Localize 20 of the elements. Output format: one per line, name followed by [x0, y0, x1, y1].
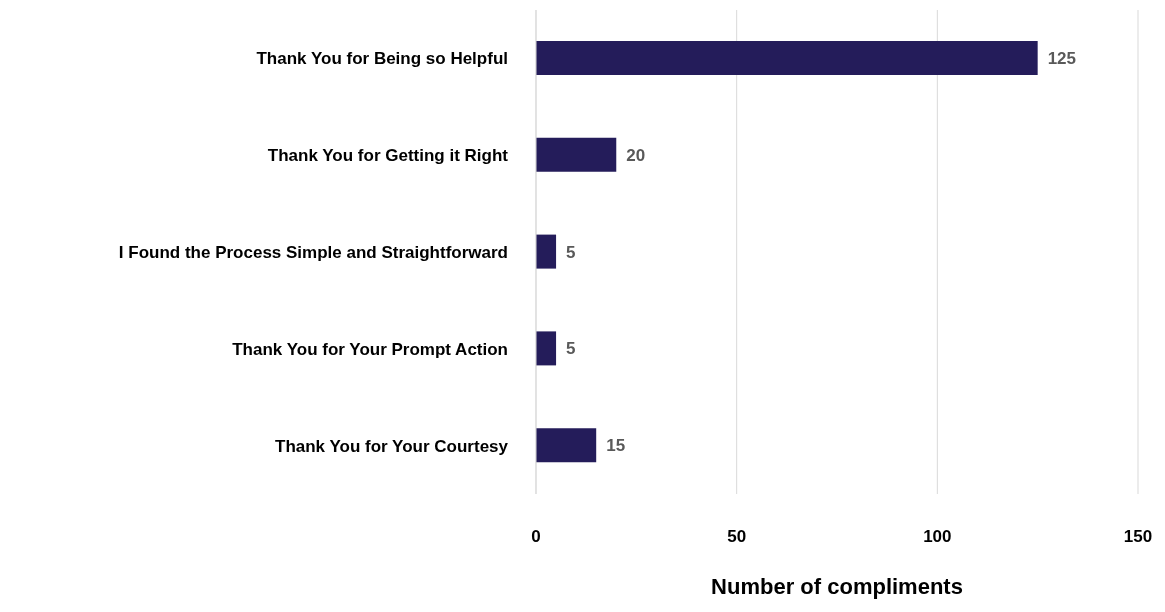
data-label: 15 [606, 436, 626, 456]
x-tick-label: 0 [531, 527, 541, 547]
data-label: 5 [566, 242, 576, 262]
bar [536, 428, 597, 463]
y-tick-label: Thank You for Getting it Right [267, 146, 509, 166]
x-tick-label: 100 [923, 527, 952, 547]
bar [536, 331, 557, 366]
y-tick-label: Thank You for Your Courtesy [275, 436, 509, 456]
bar [536, 234, 557, 269]
x-axis-title: Number of compliments [711, 574, 963, 599]
y-tick-label: Thank You for Being so Helpful [256, 49, 508, 69]
data-label: 5 [566, 339, 576, 359]
x-tick-label: 150 [1123, 527, 1153, 547]
data-label: 20 [626, 145, 646, 165]
y-tick-label: Thank You for Your Prompt Action [232, 339, 508, 359]
bar [536, 41, 1038, 75]
x-tick-label: 50 [727, 527, 747, 547]
y-tick-label: I Found the Process Simple and Straightforward [118, 243, 508, 263]
bar [536, 137, 617, 172]
data-label: 125 [1047, 49, 1077, 69]
